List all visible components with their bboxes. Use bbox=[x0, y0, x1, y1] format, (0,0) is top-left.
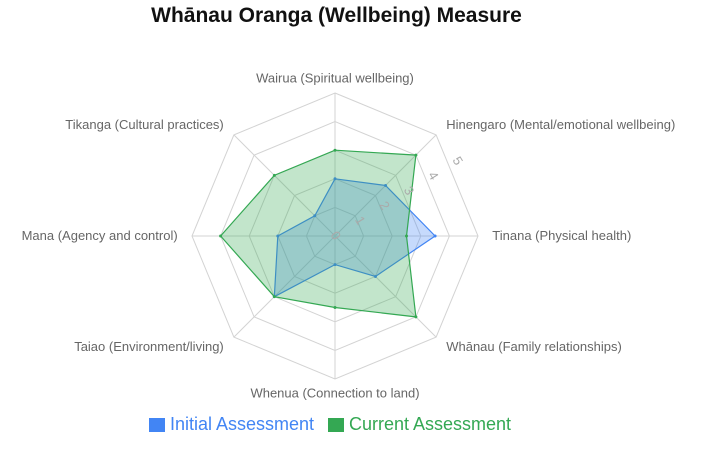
tick-label: 5 bbox=[450, 154, 467, 168]
grid-spoke bbox=[233, 134, 336, 237]
legend-swatch bbox=[148, 417, 165, 432]
data-point bbox=[219, 234, 223, 238]
axis-label: Whenua (Connection to land) bbox=[250, 385, 419, 400]
data-point bbox=[276, 234, 280, 238]
data-point bbox=[333, 263, 337, 267]
axis-label: Whānau (Family relationships) bbox=[446, 339, 622, 354]
series-area-2 bbox=[219, 149, 417, 318]
data-point bbox=[333, 306, 337, 309]
data-point bbox=[333, 177, 337, 181]
axis-label: Tinana (Physical health) bbox=[492, 228, 631, 243]
grid-spoke bbox=[233, 235, 336, 338]
legend-label: Initial Assessment bbox=[169, 414, 314, 434]
data-point bbox=[405, 234, 408, 238]
grid-spoke bbox=[334, 235, 437, 338]
data-point bbox=[272, 173, 276, 177]
data-point bbox=[433, 234, 437, 238]
legend-item[interactable]: Initial Assessment bbox=[148, 414, 314, 435]
data-point bbox=[272, 295, 276, 299]
legend-item[interactable]: Current Assessment bbox=[328, 414, 511, 435]
data-point bbox=[333, 148, 337, 152]
axis-label: Taiao (Environment/living) bbox=[74, 339, 224, 354]
tick-label: 4 bbox=[425, 169, 442, 183]
data-point bbox=[384, 183, 388, 187]
axis-label: Tikanga (Cultural practices) bbox=[65, 117, 223, 132]
axis-label: Wairua (Spiritual wellbeing) bbox=[256, 71, 414, 86]
data-point bbox=[414, 315, 418, 319]
data-point bbox=[373, 274, 377, 278]
chart-title: Whānau Oranga (Wellbeing) Measure bbox=[151, 4, 522, 27]
data-point bbox=[414, 153, 418, 157]
data-point bbox=[313, 214, 317, 218]
legend-label: Current Assessment bbox=[349, 414, 512, 434]
axis-label: Mana (Agency and control) bbox=[22, 228, 178, 243]
axis-label: Hinengaro (Mental/emotional wellbeing) bbox=[446, 117, 675, 132]
legend-swatch bbox=[328, 417, 344, 432]
legend: Initial Assessment Current Assessment bbox=[0, 414, 660, 435]
